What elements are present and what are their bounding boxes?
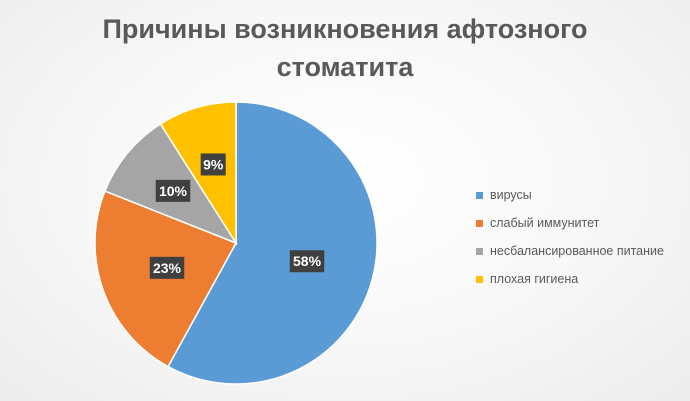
legend-label: несбалансированное питание (490, 244, 664, 258)
data-label-text: 10% (159, 183, 188, 199)
data-label-box (155, 179, 191, 202)
legend-label: слабый иммунитет (490, 216, 600, 230)
legend-swatch (476, 219, 483, 227)
legend-item-viruses: вирусы (476, 181, 690, 209)
legend-label: вирусы (490, 188, 532, 202)
chart-title-line-1: Причины возникновения афтозного (102, 14, 588, 44)
legend-swatch (476, 247, 483, 255)
pie-slice-poor-hygiene (159, 101, 237, 246)
data-label-box (200, 153, 226, 176)
chart-title: Причины возникновения афтозного стоматит… (0, 10, 690, 86)
data-label-text: 58% (293, 253, 322, 269)
data-label-box (289, 250, 325, 273)
data-label-unbalanced-diet: 10% (155, 179, 191, 202)
legend-swatch (476, 275, 483, 283)
legend-item-weak-immunity: слабый иммунитет (476, 209, 690, 237)
data-label-text: 23% (153, 260, 182, 276)
data-label-text: 9% (203, 156, 224, 172)
data-label-box (149, 256, 185, 279)
pie-slice-viruses (167, 101, 378, 385)
data-label-poor-hygiene: 9% (200, 153, 226, 176)
legend-label: плохая гигиена (490, 272, 579, 286)
legend-swatch (476, 191, 483, 199)
legend: вирусы слабый иммунитет несбалансированн… (476, 181, 690, 293)
chart-title-line-2: стоматита (276, 52, 414, 82)
legend-item-unbalanced-diet: несбалансированное питание (476, 237, 690, 265)
data-label-viruses: 58% (289, 250, 325, 273)
legend-item-poor-hygiene: плохая гигиена (476, 265, 690, 293)
data-label-weak-immunity: 23% (149, 256, 185, 279)
